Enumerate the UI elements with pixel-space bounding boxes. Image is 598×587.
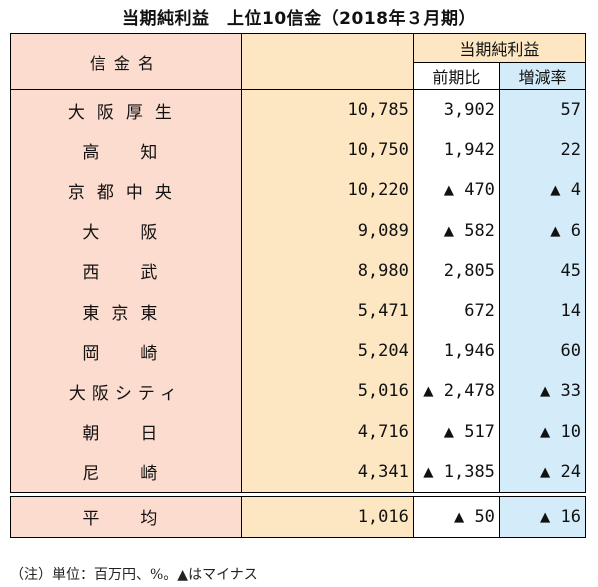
table-row: 尼 崎 4,341 ▲ 1,385 ▲ 24: [10, 451, 587, 493]
prev-diff: 3,902: [412, 89, 500, 131]
growth-rate: ▲ 24: [498, 451, 587, 493]
header-net-blank: [240, 33, 414, 63]
net-income: 9,089: [240, 210, 414, 251]
table-row: 大阪厚生 10,785 3,902 57: [10, 89, 587, 131]
table-row: 東京東 5,471 672 14: [10, 290, 587, 332]
bank-name: 京都中央: [10, 170, 242, 211]
header-net-income: 当期純利益: [412, 33, 587, 63]
prev-diff: 672: [412, 290, 500, 332]
net-income: 4,341: [240, 451, 414, 493]
header-growth-rate: 増減率: [498, 62, 587, 90]
table-title: 当期純利益 上位10信金（2018年３月期）: [122, 9, 476, 29]
table-row: 大 阪 9,089 ▲ 582 ▲ 6: [10, 210, 587, 251]
prev-diff: 2,805: [412, 250, 500, 291]
table-row: 大阪シティ 5,016 ▲ 2,478 ▲ 33: [10, 371, 587, 412]
net-income: 4,716: [240, 411, 414, 452]
prev-diff: ▲ 2,478: [412, 371, 500, 412]
average-prev-diff: ▲ 50: [412, 495, 500, 538]
header-row-2: 前期比 増減率: [11, 62, 587, 90]
growth-rate: 60: [498, 331, 587, 372]
prev-diff: ▲ 517: [412, 411, 500, 452]
prev-diff: ▲ 582: [412, 210, 500, 251]
net-income: 5,204: [240, 331, 414, 372]
bank-name: 東京東: [10, 290, 242, 332]
bank-name: 高 知: [10, 130, 242, 171]
bank-name: 西 武: [10, 250, 242, 291]
growth-rate: 14: [498, 290, 587, 332]
bank-name: 岡 崎: [10, 331, 242, 372]
bank-name: 大阪厚生: [10, 89, 242, 131]
average-label: 平 均: [10, 495, 242, 538]
net-income: 8,980: [240, 250, 414, 291]
growth-rate: 57: [498, 89, 587, 131]
net-income: 10,785: [240, 89, 414, 131]
header-row-1: 信金名 当期純利益: [10, 33, 587, 90]
growth-rate: ▲ 10: [498, 411, 587, 452]
bank-name: 尼 崎: [10, 451, 242, 493]
growth-rate: ▲ 4: [498, 170, 587, 211]
bank-name: 大阪シティ: [10, 371, 242, 412]
table-row: 京都中央 10,220 ▲ 470 ▲ 4: [10, 170, 587, 211]
prev-diff: 1,942: [412, 130, 500, 171]
table-row: 高 知 10,750 1,942 22: [10, 130, 587, 171]
growth-rate: ▲ 33: [498, 371, 587, 412]
bank-name: 大 阪: [10, 210, 242, 251]
growth-rate: 22: [498, 130, 587, 171]
growth-rate: ▲ 6: [498, 210, 587, 251]
growth-rate: 45: [498, 250, 587, 291]
table-row: 岡 崎 5,204 1,946 60: [10, 331, 587, 372]
average-growth-rate: ▲ 16: [498, 495, 587, 538]
bank-name: 朝 日: [10, 411, 242, 452]
average-row: 平 均 1,016 ▲ 50 ▲ 16: [10, 495, 587, 538]
prev-diff: ▲ 1,385: [412, 451, 500, 493]
table-row: 西 武 8,980 2,805 45: [10, 250, 587, 291]
net-income: 10,220: [240, 170, 414, 211]
ranking-table: 信金名 当期純利益 前期比 増減率 大阪厚生 10,785 3,902 57 高…: [10, 33, 587, 538]
table-row: 朝 日 4,716 ▲ 517 ▲ 10: [10, 411, 587, 452]
footnote: （注）単位：百万円、%。▲はマイナス: [10, 567, 258, 583]
prev-diff: ▲ 470: [412, 170, 500, 211]
net-income: 10,750: [240, 130, 414, 171]
net-income: 5,016: [240, 371, 414, 412]
net-income: 5,471: [240, 290, 414, 332]
header-name: 信金名: [10, 33, 242, 90]
prev-diff: 1,946: [412, 331, 500, 372]
header-net-blank-2: [240, 62, 414, 90]
header-prev-diff: 前期比: [412, 62, 500, 90]
average-net-income: 1,016: [240, 495, 414, 538]
